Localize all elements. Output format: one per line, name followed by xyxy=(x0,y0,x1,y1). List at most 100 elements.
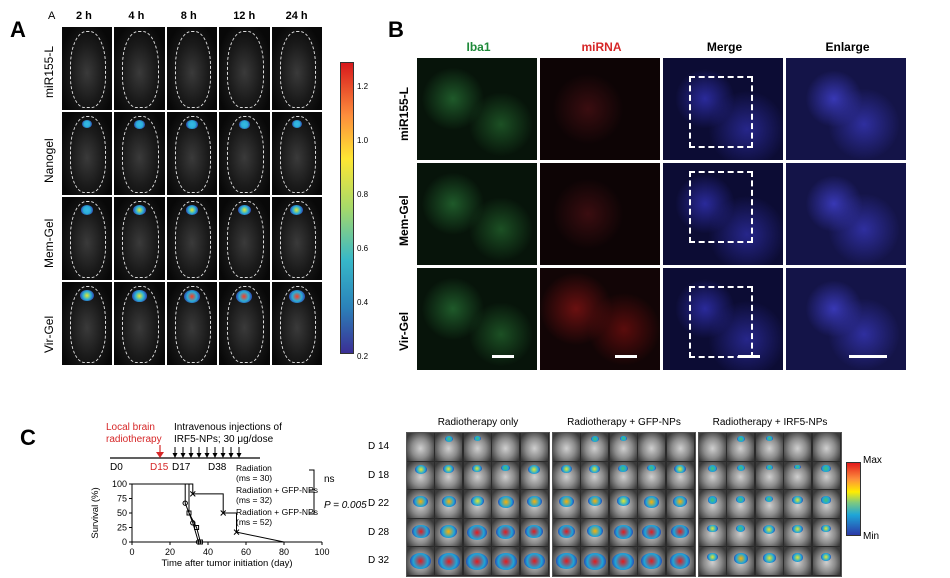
tumor-signal xyxy=(559,496,574,508)
panel-d-day-label: D 32 xyxy=(368,555,390,567)
y-tick-label: 50 xyxy=(117,508,127,518)
timeline-local-label-1: Local brain xyxy=(106,422,155,433)
tumor-signal xyxy=(443,464,455,473)
mouse-scan xyxy=(755,518,783,547)
tumor-signal xyxy=(588,496,602,507)
curve-marker xyxy=(186,510,192,516)
tumor-signal xyxy=(612,553,635,570)
fluorescence-spot xyxy=(132,290,147,302)
panel-b-column-header: Iba1 xyxy=(466,40,491,54)
fluorescence-spot xyxy=(288,290,305,303)
tumor-signal xyxy=(736,464,746,471)
tumor-signal xyxy=(763,524,776,534)
mouse-scan xyxy=(755,490,783,518)
scale-bar xyxy=(615,355,637,358)
y-tick-label: 100 xyxy=(112,479,127,489)
x-tick-label: 0 xyxy=(129,547,134,557)
panel-a-row-label: Mem-Gel xyxy=(42,218,56,268)
ns-label: ns xyxy=(324,474,335,485)
mouse-scan xyxy=(492,518,520,547)
micrograph xyxy=(663,163,783,265)
tumor-signal xyxy=(589,464,601,473)
fluorescence-spot xyxy=(134,120,145,129)
mouse-image xyxy=(62,112,113,195)
tumor-signal xyxy=(472,464,483,473)
tumor-signal xyxy=(590,436,599,442)
mouse-image xyxy=(219,197,270,280)
mouse-scan xyxy=(520,433,548,461)
mouse-scan xyxy=(553,461,580,490)
tumor-signal xyxy=(413,496,428,508)
mouse-scan xyxy=(609,433,637,461)
micrograph xyxy=(417,268,537,370)
tumor-signal xyxy=(707,553,718,562)
mouse-scan xyxy=(666,547,694,575)
legend-1-line2: (ms = 30) xyxy=(236,472,273,483)
panel-d-day-label: D 28 xyxy=(368,526,390,538)
mouse-scan xyxy=(492,461,520,490)
mouse-outline xyxy=(70,286,107,363)
mouse-scan xyxy=(407,518,434,547)
timepoint-label: 24 h xyxy=(285,10,308,22)
mouse-scan xyxy=(699,490,726,518)
mouse-scan xyxy=(638,547,666,575)
y-tick-label: 25 xyxy=(117,523,127,533)
tumor-signal xyxy=(736,524,746,532)
zoom-box xyxy=(689,76,753,148)
mouse-scan xyxy=(492,547,520,575)
colorbar-tick: 1.2 xyxy=(357,82,369,91)
timeline-d38: D38 xyxy=(208,462,227,473)
timeline-rt-arrowhead xyxy=(156,452,164,458)
iv-injection-arrowhead xyxy=(188,453,194,458)
mouse-image xyxy=(166,197,218,280)
iv-injection-arrowhead xyxy=(204,453,210,458)
iv-injection-arrowhead xyxy=(180,453,186,458)
panel-d-day-label: D 22 xyxy=(368,498,390,510)
timeline-d17: D17 xyxy=(172,462,191,473)
mouse-image xyxy=(62,282,113,365)
mouse-outline xyxy=(174,201,212,278)
tumor-signal xyxy=(762,553,776,563)
mouse-image xyxy=(62,197,113,280)
mouse-scan xyxy=(638,433,666,461)
mouse-scan xyxy=(463,461,491,490)
panel-b-letter: B xyxy=(388,17,404,42)
panel-a-image-grid xyxy=(62,27,324,367)
panel-d-group-header: Radiotherapy + GFP-NPs xyxy=(567,417,681,428)
mouse-scan xyxy=(407,547,434,575)
mouse-image xyxy=(271,197,322,280)
timepoint-label: 8 h xyxy=(180,10,197,22)
mouse-scan xyxy=(784,547,812,575)
mouse-scan xyxy=(407,461,434,490)
timeline-d15: D15 xyxy=(150,462,169,473)
mouse-scan xyxy=(784,461,812,490)
tumor-signal xyxy=(765,464,773,471)
mouse-scan xyxy=(609,518,637,547)
tumor-signal xyxy=(792,524,804,534)
tumor-signal xyxy=(821,464,831,472)
panel-d-day-label: D 14 xyxy=(368,441,390,452)
mouse-scan xyxy=(435,461,463,490)
iv-injection-arrowhead xyxy=(212,453,218,458)
fluorescence-spot xyxy=(82,120,93,129)
zoom-box xyxy=(689,286,753,358)
scale-bar xyxy=(849,355,887,358)
colorbar-tick: 0.6 xyxy=(357,244,369,253)
tumor-signal xyxy=(821,496,831,504)
tumor-signal xyxy=(618,464,629,472)
panel-d-colorbar xyxy=(846,462,861,536)
mouse-outline xyxy=(279,201,316,278)
tumor-signal xyxy=(494,553,517,570)
mouse-image xyxy=(114,112,165,195)
mouse-scan xyxy=(492,433,520,461)
tumor-signal xyxy=(671,524,689,538)
micrograph xyxy=(540,268,660,370)
tumor-signal xyxy=(613,524,633,540)
mouse-scan xyxy=(435,433,463,461)
mouse-scan xyxy=(520,518,548,547)
fluorescence-spot xyxy=(291,120,302,129)
tumor-signal xyxy=(556,553,577,569)
panel-d-day-label: D 18 xyxy=(368,469,390,481)
scale-max-label: Max xyxy=(863,455,882,466)
tumor-signal xyxy=(411,524,430,539)
